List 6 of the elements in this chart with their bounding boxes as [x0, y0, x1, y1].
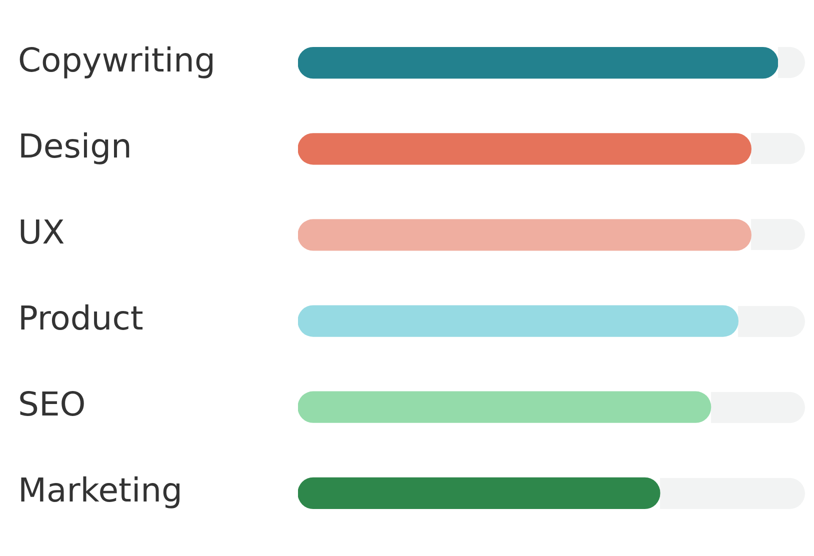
- y-tick-label: SEO: [18, 384, 86, 424]
- y-tick-label: Design: [18, 126, 132, 166]
- y-tick-label: Marketing: [18, 470, 182, 510]
- y-tick-label: Copywriting: [18, 40, 216, 80]
- y-tick-label: UX: [18, 212, 65, 252]
- y-tick-label: Product: [18, 298, 144, 338]
